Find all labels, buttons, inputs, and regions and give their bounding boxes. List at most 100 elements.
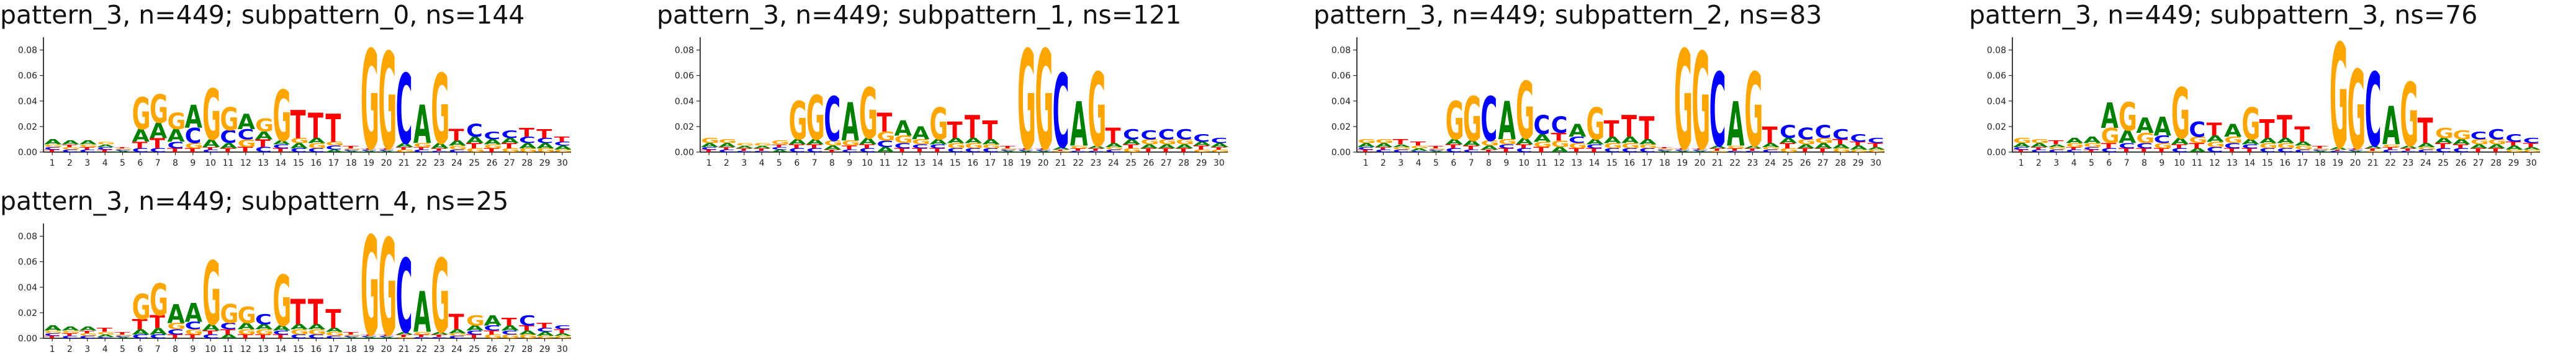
logo-letter-C: C [2048, 149, 2065, 153]
logo-letter-T: T [1000, 145, 1016, 149]
logo-letter-T: T [150, 312, 166, 333]
x-tick-label: 26 [1143, 158, 1155, 168]
logo-letter-C: C [431, 337, 448, 339]
logo-letter-C: C [2523, 137, 2540, 145]
logo-letter-T: T [929, 147, 945, 153]
logo-letter-A: A [1498, 92, 1516, 152]
logo-letter-A: A [1480, 145, 1498, 151]
logo-letter-A: A [1070, 89, 1088, 160]
logo-letter-C: C [789, 147, 806, 153]
logo-letter-C: C [1176, 127, 1192, 143]
logo-letter-T: T [2382, 146, 2398, 150]
logo-letter-A: A [132, 126, 150, 146]
x-tick-label: 24 [2420, 158, 2431, 168]
logo-letter-T: T [2452, 143, 2468, 150]
logo-letter-A: A [736, 145, 754, 149]
logo-letter-C: C [308, 147, 325, 153]
y-tick-label: 0.08 [18, 232, 37, 242]
logo-letter-T: T [1727, 148, 1742, 151]
logo-letter-A: A [1691, 151, 1709, 153]
logo-panel-2: pattern_3, n=449; subpattern_2, ns=83 0.… [1313, 0, 1922, 181]
x-tick-label: 7 [812, 158, 817, 168]
logo-letter-A: A [859, 136, 877, 146]
logo-letter-A: A [290, 323, 308, 331]
logo-letter-T: T [290, 102, 306, 147]
logo-letter-C: C [1375, 149, 1392, 153]
y-tick-label: 0.06 [1987, 71, 2006, 81]
logo-letter-T: T [484, 330, 499, 336]
logo-letter-T: T [1480, 149, 1496, 153]
x-tick-label: 1 [50, 158, 55, 168]
logo-letter-C: C [2241, 143, 2258, 150]
logo-letter-A: A [308, 323, 325, 331]
logo-letter-A: A [396, 331, 414, 335]
x-tick-label: 27 [1161, 158, 1172, 168]
x-tick-label: 9 [2159, 158, 2164, 168]
x-tick-label: 24 [1108, 158, 1119, 168]
x-tick-label: 25 [1125, 158, 1137, 168]
x-tick-label: 9 [847, 158, 852, 168]
x-tick-label: 23 [434, 344, 445, 354]
logo-letter-C: C [1604, 147, 1621, 153]
logo-letter-C: C [1516, 147, 1533, 153]
x-tick-label: 1 [1363, 158, 1369, 168]
logo-letter-A: A [2488, 143, 2506, 150]
x-tick-label: 20 [2350, 158, 2361, 168]
logo-letter-A: A [272, 140, 290, 146]
logo-letter-G: G [965, 142, 983, 150]
logo-letter-A: A [150, 326, 168, 337]
logo-letter-A: A [519, 330, 537, 336]
logo-letter-G: G [97, 142, 115, 145]
logo-letter-G: G [2382, 144, 2401, 148]
logo-letter-T: T [1106, 124, 1121, 148]
logo-letter-A: A [554, 333, 572, 336]
x-tick-label: 10 [205, 158, 216, 168]
logo-letter-G: G [2505, 149, 2524, 153]
logo-letter-T: T [502, 142, 518, 150]
logo-letter-C: C [290, 333, 307, 340]
logo-letter-T: T [431, 148, 446, 151]
logo-letter-G: G [519, 333, 538, 340]
x-tick-label: 7 [155, 344, 161, 354]
logo-letter-G: G [2083, 142, 2102, 148]
logo-letter-A: A [1193, 141, 1211, 147]
logo-letter-T: T [220, 328, 236, 336]
logo-letter-A: A [2400, 145, 2418, 149]
logo-letter-G: G [308, 142, 327, 150]
logo-letter-C: C [1868, 137, 1885, 145]
logo-letter-T: T [701, 149, 716, 153]
logo-letter-G: G [718, 138, 737, 145]
x-tick-label: 21 [1712, 158, 1723, 168]
logo-letter-G: G [536, 147, 555, 153]
logo-letter-T: T [308, 292, 323, 333]
logo-letter-A: A [466, 325, 484, 333]
x-tick-label: 13 [258, 158, 269, 168]
logo-letter-G: G [290, 328, 309, 336]
logo-letter-C: C [220, 321, 236, 331]
logo-letter-T: T [413, 146, 429, 150]
x-tick-label: 22 [1729, 158, 1741, 168]
logo-letter-C: C [150, 333, 166, 340]
x-tick-label: 5 [2089, 158, 2094, 168]
x-tick-label: 26 [1800, 158, 1811, 168]
x-tick-label: 17 [328, 158, 340, 168]
logo-letter-A: A [912, 124, 930, 144]
logo-letter-G: G [2030, 138, 2049, 145]
logo-letter-G: G [1088, 52, 1106, 169]
logo-letter-G: G [1762, 146, 1781, 150]
logo-letter-A: A [771, 149, 789, 153]
x-tick-label: 9 [190, 344, 196, 354]
y-tick-label: 0.04 [1331, 97, 1351, 107]
logo-letter-T: T [44, 149, 60, 153]
x-tick-label: 2 [724, 158, 729, 168]
x-tick-label: 16 [310, 344, 322, 354]
logo-panel-1: pattern_3, n=449; subpattern_1, ns=121 0… [657, 0, 1265, 181]
logo-letter-T: T [1657, 146, 1672, 148]
x-tick-label: 28 [521, 158, 533, 168]
logo-letter-A: A [982, 138, 999, 146]
logo-letter-A: A [1211, 142, 1229, 148]
logo-letter-G: G [1815, 137, 1834, 145]
logo-letter-C: C [2066, 149, 2083, 153]
logo-letter-T: T [2048, 140, 2064, 146]
logo-letter-G: G [1070, 145, 1089, 149]
